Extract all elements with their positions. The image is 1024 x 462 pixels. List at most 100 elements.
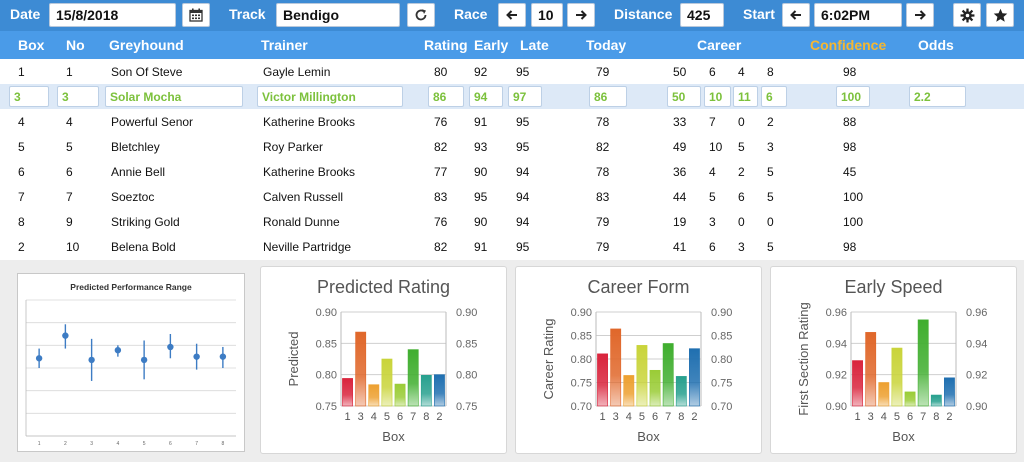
cell-career-0[interactable]: 50 [667,86,701,107]
bar [865,332,877,407]
cell-no: 1 [66,65,73,79]
cell-greyhound: Son Of Steve [111,65,183,79]
table-row[interactable]: 6 6 Annie Bell Katherine Brooks 77 90 94 78 36 4 2… [0,159,1024,184]
date-label: Date [10,6,41,22]
cell-odds[interactable]: 2.2 [909,86,966,107]
header-early[interactable]: Early [474,37,509,53]
bar [420,374,432,407]
cell-today[interactable]: 86 [589,86,627,107]
cell-confidence[interactable]: 100 [836,86,870,107]
data-point [167,343,174,351]
cell-trainer[interactable]: Victor Millington [257,86,403,107]
cell-today: 78 [596,165,610,179]
x-tick-label: 4 [371,411,377,423]
distance-field[interactable]: 425 [680,3,724,27]
bar [878,382,890,407]
date-field[interactable]: 15/8/2018 [49,3,176,27]
start-time-field[interactable]: 6:02PM [814,3,902,27]
bar [852,360,863,407]
table-row[interactable]: 8 9 Striking Gold Ronald Dunne 76 90 94 79 19 3 0 0… [0,209,1024,234]
cell-late: 95 [516,115,530,129]
header-trainer[interactable]: Trainer [261,37,308,53]
x-tick-label: 3 [358,411,364,423]
cell-confidence: 98 [843,140,857,154]
y2-tick-label: 0.75 [711,378,732,390]
y-axis-label: Predicted [286,332,301,387]
x-tick-label: 2 [64,441,67,447]
y-tick-label: 0.80 [571,354,592,366]
prev-start-button[interactable] [782,3,810,27]
cell-career-1: 6 [709,240,716,254]
cell-career-1: 4 [709,165,716,179]
cell-greyhound[interactable]: Solar Mocha [105,86,243,107]
next-start-button[interactable] [906,3,934,27]
header-greyhound[interactable]: Greyhound [109,37,184,53]
cell-rating[interactable]: 86 [428,86,464,107]
bar [355,331,367,407]
data-point [219,353,227,360]
table-row[interactable]: 7 7 Soeztoc Calven Russell 83 95 94 83 44 5 6 5 100 [0,184,1024,209]
cell-greyhound: Annie Bell [111,165,166,179]
refresh-button[interactable] [407,3,435,27]
header-late[interactable]: Late [520,37,549,53]
cell-career-0: 41 [673,240,687,254]
y2-tick-label: 0.90 [966,401,987,413]
cell-box: 7 [18,190,25,204]
x-tick-label: 6 [397,411,403,423]
cell-greyhound: Striking Gold [111,215,180,229]
cell-late[interactable]: 97 [508,86,542,107]
cell-rating: 82 [434,240,448,254]
settings-button[interactable] [953,3,981,27]
calendar-button[interactable] [182,3,210,27]
table-row[interactable]: 1 1 Son Of Steve Gayle Lemin 80 92 95 79 50 6 4 8 98 [0,59,1024,84]
cell-today: 79 [596,215,610,229]
cell-early[interactable]: 94 [469,86,503,107]
cell-career-3: 5 [767,165,774,179]
bar [434,374,445,407]
header-confidence[interactable]: Confidence [810,37,887,53]
track-field[interactable]: Bendigo [276,3,400,27]
cell-career-2: 0 [738,115,745,129]
y2-tick-label: 0.92 [966,370,987,382]
header-no[interactable]: No [66,37,85,53]
table-row[interactable]: 4 4 Powerful Senor Katherine Brooks 76 91 95 78… [0,109,1024,134]
table-row[interactable]: 5 5 Bletchley Roy Parker 82 93 95 82 49 10 5 3 98 [0,134,1024,159]
data-point [140,356,148,364]
header-rating[interactable]: Rating [424,37,468,53]
arrow-right-icon [576,10,587,20]
cell-no: 9 [66,215,73,229]
y2-tick-label: 0.85 [456,338,477,350]
cell-rating: 82 [434,140,448,154]
prev-race-button[interactable] [498,3,526,27]
cell-career-1[interactable]: 10 [704,86,731,107]
x-tick-label: 5 [143,441,146,447]
cell-box[interactable]: 3 [9,86,49,107]
header-career[interactable]: Career [697,37,742,53]
header-box[interactable]: Box [18,37,45,53]
race-label: Race [454,6,488,22]
x-tick-label: 7 [665,411,671,423]
cell-career-0: 36 [673,165,687,179]
bar [381,358,393,407]
cell-career-2[interactable]: 11 [733,86,758,107]
cell-confidence: 98 [843,65,857,79]
x-tick-label: 3 [613,411,619,423]
next-race-button[interactable] [567,3,595,27]
header-odds[interactable]: Odds [918,37,954,53]
cell-greyhound: Belena Bold [111,240,176,254]
predicted-rating-chart: 0.75 0.75 0.80 0.80 0.85 0.85 0.90 0.90 1 3 4 5 6 7 8 2… [286,307,477,444]
cell-career-3[interactable]: 6 [761,86,787,107]
x-tick-label: 4 [626,411,632,423]
table-row[interactable]: 3 3 Solar Mocha Victor Millington 86 94 97 86 50… [0,84,1024,109]
table-row[interactable]: 2 10 Belena Bold Neville Partridge 82 91 95 79 4… [0,234,1024,259]
race-field[interactable]: 10 [531,3,563,27]
bar [891,347,903,407]
bar [689,348,700,407]
x-tick-label: 2 [436,411,442,423]
cell-no[interactable]: 3 [57,86,99,107]
header-today[interactable]: Today [586,37,627,53]
cell-late: 95 [516,65,530,79]
arrow-left-icon [790,10,801,20]
y-tick-label: 0.85 [316,338,337,350]
favorite-button[interactable] [986,3,1014,27]
